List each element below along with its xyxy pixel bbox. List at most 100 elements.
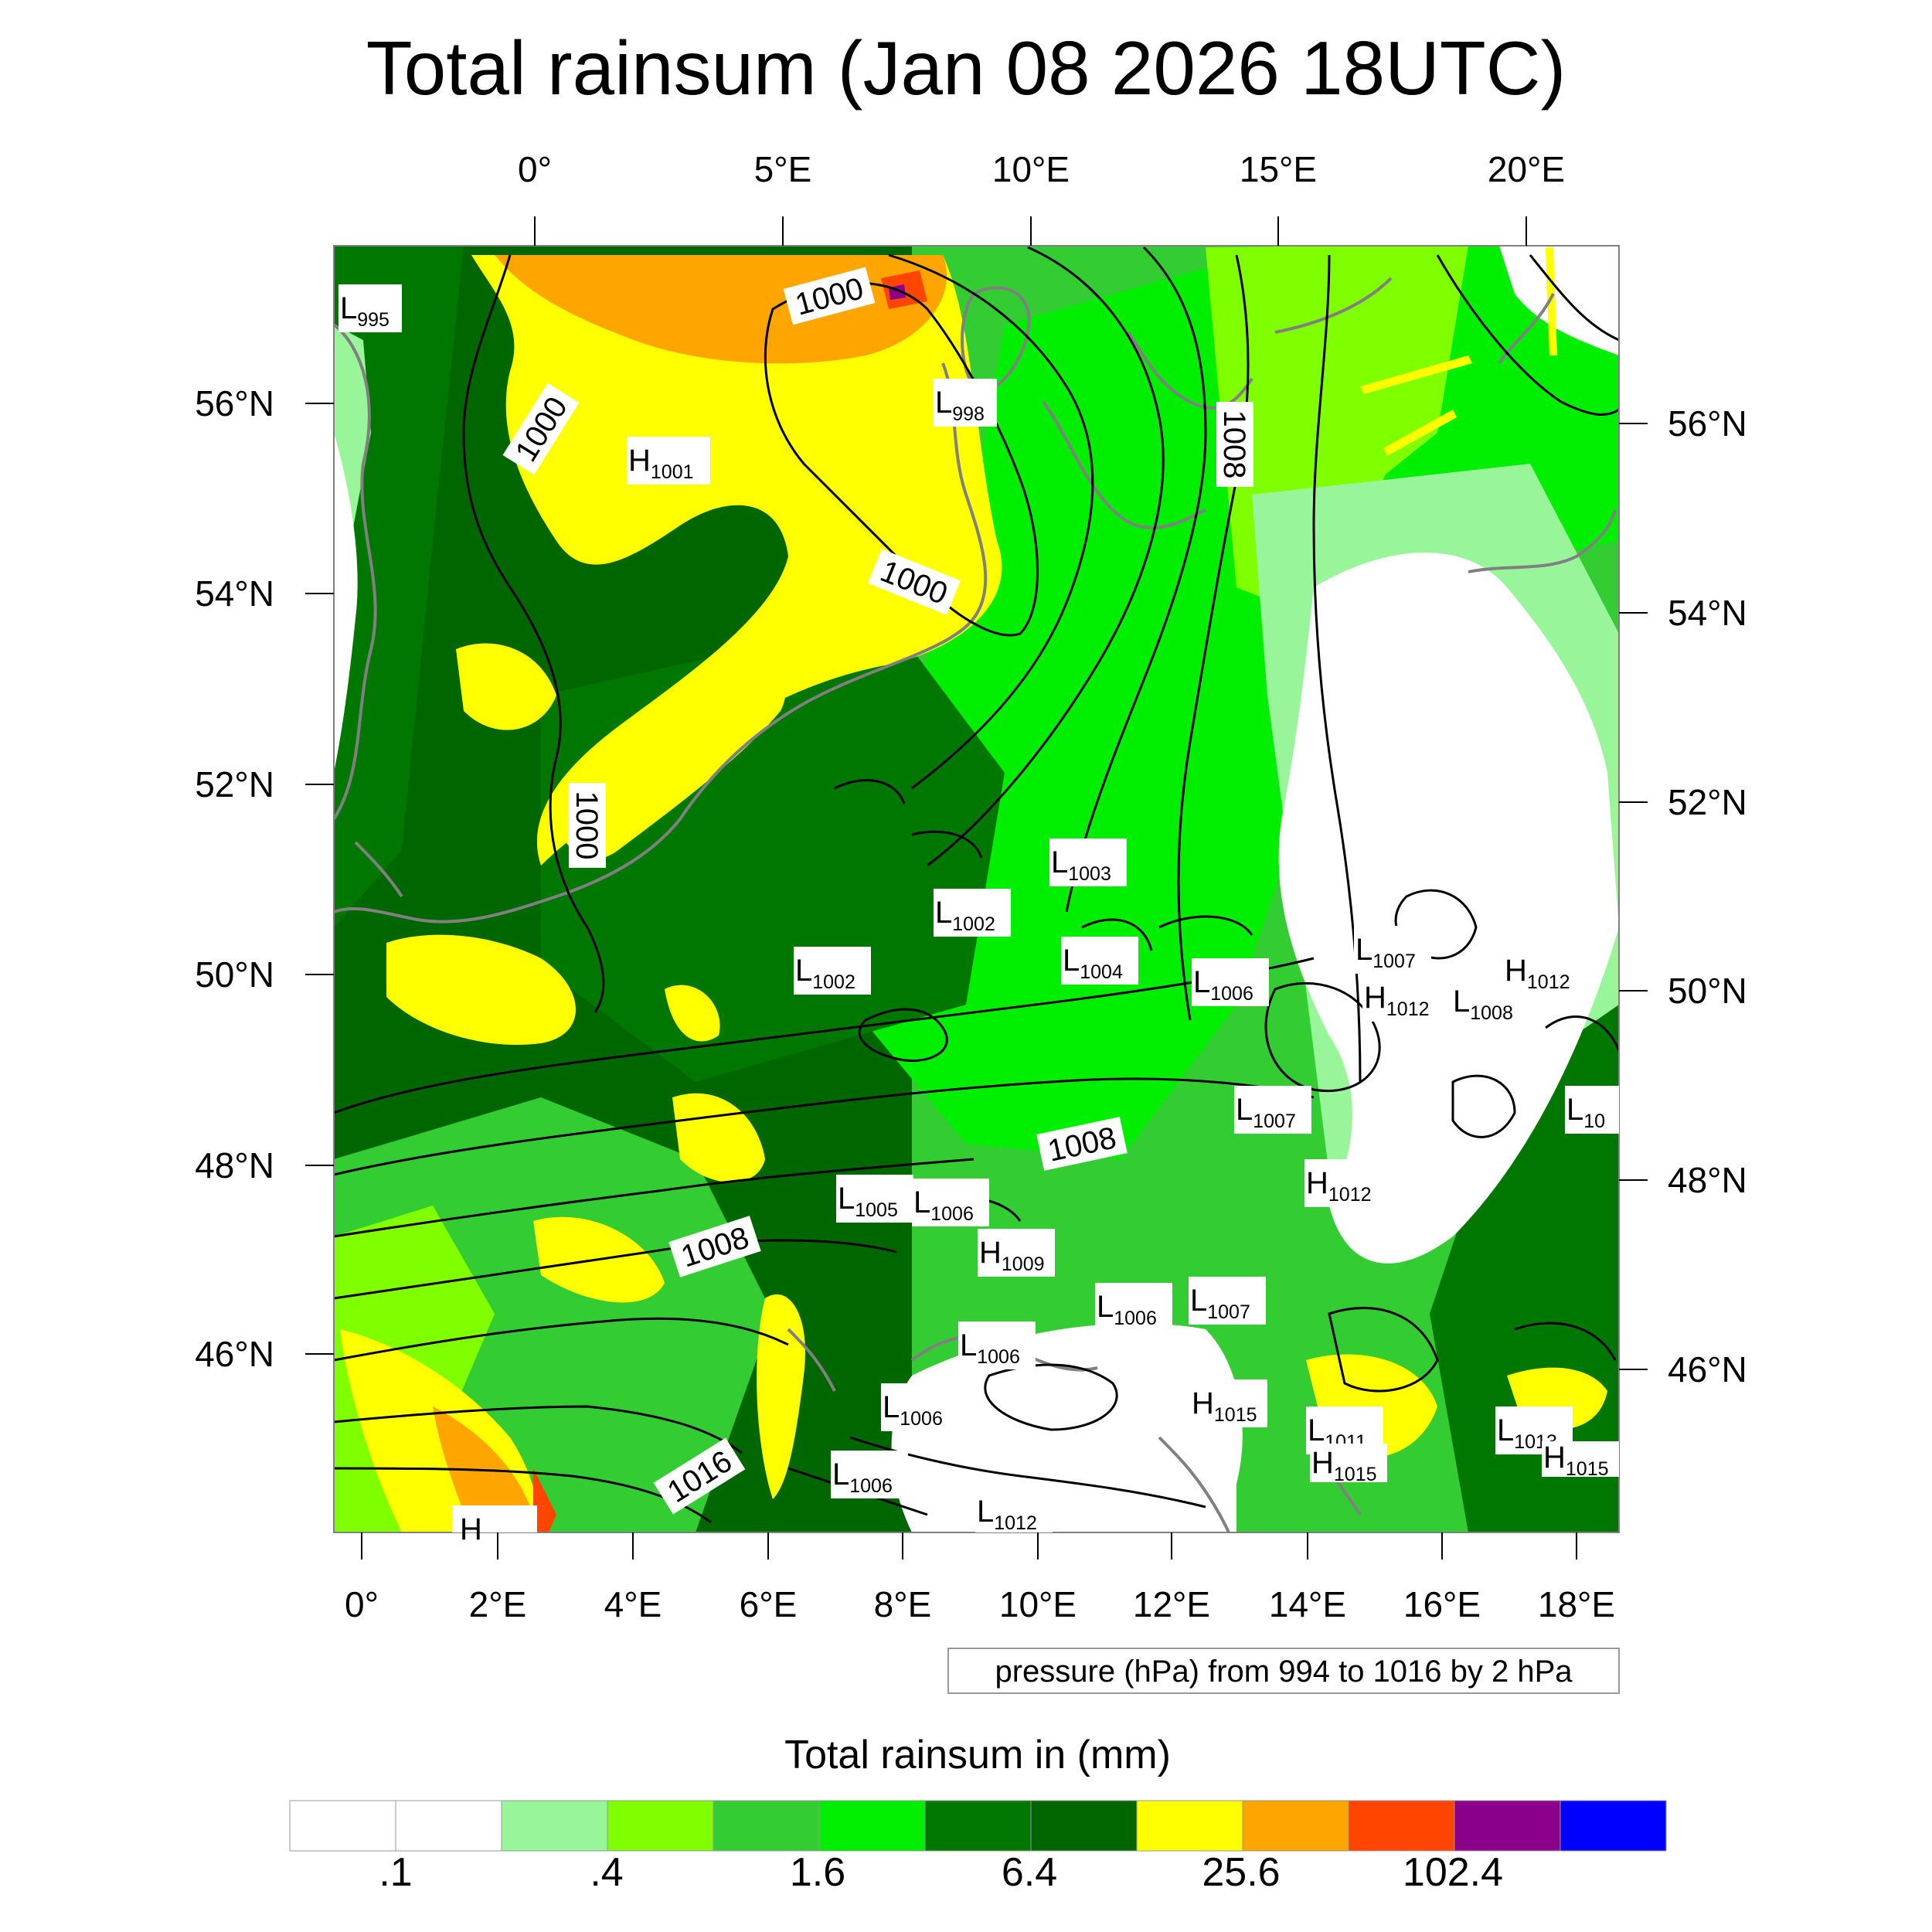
colorbar-swatch [501, 1800, 608, 1852]
colorbar-swatch [818, 1800, 926, 1852]
lat-label: 54°N [195, 573, 274, 614]
lat-label: 56°N [195, 383, 274, 423]
svg-text:H1015: H1015 [1543, 1440, 1609, 1480]
axis-ticks [305, 216, 1648, 1560]
pressure-center-label: L1007 [1354, 926, 1431, 974]
lon-label: 5°E [754, 149, 812, 189]
heavy-rain-east-streak-a [1360, 355, 1472, 394]
svg-text:H1015: H1015 [1311, 1446, 1377, 1485]
heavy-rain-band-centre [556, 674, 786, 859]
svg-text:L1006: L1006 [960, 1328, 1020, 1368]
svg-text:L1007: L1007 [1355, 933, 1416, 972]
heavy-rain-band-south-a [672, 1093, 765, 1182]
svg-text:L1007: L1007 [1190, 1284, 1250, 1323]
svg-text:L1002: L1002 [935, 896, 995, 935]
dry-area-east [1278, 553, 1619, 1264]
colorbar-tick-label: 25.6 [1202, 1850, 1280, 1895]
contour-info-box: pressure (hPa) from 994 to 1016 by 2 hPa [947, 1648, 1620, 1694]
colorbar-swatch [1560, 1800, 1667, 1852]
left-latitude-labels: 56°N 54°N 52°N 50°N 48°N 46°N [195, 383, 274, 1374]
lat-label: 50°N [195, 954, 274, 995]
lat-label: 52°N [195, 764, 274, 804]
svg-text:L1008: L1008 [1453, 985, 1513, 1024]
svg-text:L1006: L1006 [913, 1185, 974, 1225]
svg-text:L1005: L1005 [838, 1182, 898, 1221]
lat-label: 46°N [1668, 1349, 1747, 1389]
lon-label: 14°E [1269, 1584, 1346, 1624]
heavy-rain-east-streak-c [1546, 247, 1557, 355]
svg-text:1008: 1008 [1217, 410, 1251, 479]
colorbar-tick-label: 6.4 [1002, 1850, 1057, 1895]
colorbar-swatch [1030, 1800, 1138, 1852]
svg-text:L1006: L1006 [1097, 1290, 1157, 1329]
colorbar-swatch [1242, 1800, 1349, 1852]
heavy-rain-east-streak-b [1383, 410, 1457, 456]
lat-label: 52°N [1668, 782, 1747, 822]
colorbar-tick-labels: .1 .4 1.6 6.4 25.6 102.4 [379, 1850, 1503, 1895]
colorbar-swatch [395, 1800, 502, 1852]
colorbar-title: Total rainsum in (mm) [784, 1733, 1171, 1777]
svg-text:H1012: H1012 [1306, 1166, 1372, 1206]
pressure-center-label: H1015 [1542, 1440, 1619, 1480]
right-latitude-labels: 56°N 54°N 52°N 50°N 48°N 46°N [1668, 403, 1747, 1389]
lat-label: 54°N [1668, 593, 1747, 633]
svg-text:L1004: L1004 [1063, 944, 1123, 983]
heavy-rain-alps-west [757, 1294, 805, 1499]
colorbar-swatch [1454, 1800, 1561, 1852]
svg-text:L1003: L1003 [1051, 845, 1111, 885]
lon-label: 20°E [1488, 149, 1565, 189]
colorbar [289, 1800, 1667, 1852]
pressure-center-label: L1002 [934, 889, 1011, 937]
pressure-center-label: L10 [1565, 1086, 1619, 1134]
svg-text:L1007: L1007 [1236, 1093, 1296, 1132]
lon-label: 4°E [604, 1584, 662, 1624]
pressure-center-label: L1012 [975, 1488, 1053, 1534]
colorbar-swatch [1348, 1800, 1455, 1852]
colorbar-swatch [713, 1800, 820, 1852]
isobars [334, 246, 1619, 1524]
lon-label: 10°E [992, 149, 1070, 189]
pressure-center-label: L1003 [1049, 838, 1127, 886]
svg-text:H: H [460, 1512, 482, 1546]
heavy-rain-north-sea [471, 255, 1002, 866]
lon-label: 0° [345, 1584, 379, 1624]
colorbar-tick-label: .4 [590, 1850, 623, 1895]
colorbar-tick-label: 1.6 [790, 1850, 845, 1895]
svg-text:L1006: L1006 [1193, 965, 1253, 1005]
colorbar-tick-label: .1 [379, 1850, 412, 1895]
lon-label: 16°E [1403, 1584, 1481, 1624]
lon-label: 12°E [1133, 1584, 1210, 1624]
pressure-center-label: L995 [338, 284, 402, 332]
lat-label: 46°N [195, 1334, 274, 1374]
pressure-center-label: H1012 [1362, 974, 1440, 1022]
pressure-center-label: L1007 [1234, 1086, 1311, 1134]
colorbar-swatch [924, 1800, 1032, 1852]
dry-area-ne [1499, 246, 1619, 355]
pressure-center-label: L1005 [836, 1175, 913, 1223]
contour-info-text: pressure (hPa) from 994 to 1016 by 2 hPa [995, 1655, 1573, 1689]
svg-text:L1012: L1012 [977, 1495, 1037, 1534]
svg-text:H1012: H1012 [1505, 954, 1570, 993]
pressure-center-label: L1006 [1095, 1283, 1172, 1331]
lat-label: 48°N [1668, 1160, 1747, 1200]
svg-text:L1002: L1002 [795, 954, 855, 993]
pressure-center-label: H1015 [1310, 1444, 1387, 1485]
pressure-centers: L995 L998 H1001 L1003 L1002 L1002 L1004 [338, 284, 1619, 1546]
svg-text:H1009: H1009 [979, 1236, 1045, 1275]
svg-text:L10: L10 [1566, 1093, 1605, 1132]
lon-label: 10°E [999, 1584, 1077, 1624]
lat-label: 56°N [1668, 403, 1747, 444]
lon-label: 2°E [469, 1584, 527, 1624]
top-longitude-labels: 0° 5°E 10°E 15°E 20°E [518, 149, 1565, 189]
pressure-center-label: H1001 [627, 437, 710, 485]
heavy-rain-band-southwest-red [533, 1468, 556, 1532]
svg-text:H1015: H1015 [1192, 1386, 1257, 1426]
dry-area-west [334, 433, 358, 773]
svg-text:L995: L995 [340, 291, 389, 331]
rain-area-bright-green-centre [850, 246, 1619, 1159]
lon-label: 8°E [874, 1584, 932, 1624]
heavy-rain-west-lobe [456, 643, 556, 730]
pressure-center-label: H1012 [1503, 947, 1580, 995]
isobar-label: 1008 [1036, 1117, 1128, 1171]
